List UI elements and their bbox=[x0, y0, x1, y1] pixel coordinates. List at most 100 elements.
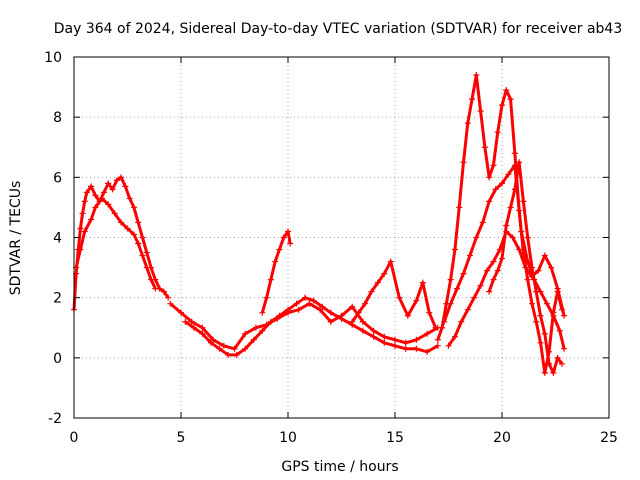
data-point bbox=[516, 246, 523, 253]
data-point bbox=[507, 96, 514, 103]
data-point bbox=[92, 204, 99, 211]
data-point bbox=[109, 186, 116, 193]
data-point bbox=[543, 300, 550, 307]
data-point bbox=[561, 312, 568, 319]
data-point bbox=[402, 345, 409, 352]
data-point bbox=[486, 174, 493, 181]
data-point bbox=[327, 309, 334, 316]
data-point bbox=[479, 219, 486, 226]
data-point bbox=[464, 120, 471, 127]
data-point bbox=[285, 228, 291, 235]
data-point bbox=[490, 258, 497, 265]
y-tick-label: 6 bbox=[53, 170, 62, 186]
series-sdtvar-c bbox=[167, 300, 441, 352]
data-point bbox=[190, 324, 197, 331]
data-point bbox=[122, 183, 129, 190]
x-tick-label: 20 bbox=[493, 430, 511, 446]
x-tick-label: 5 bbox=[177, 430, 186, 446]
series-sdtvar-b bbox=[73, 195, 159, 292]
data-point bbox=[225, 351, 232, 358]
data-point bbox=[81, 198, 88, 205]
data-point bbox=[338, 315, 345, 322]
data-point bbox=[524, 234, 531, 241]
data-point bbox=[494, 267, 501, 274]
y-tick-label: 4 bbox=[53, 231, 62, 247]
x-axis-label: GPS time / hours bbox=[281, 459, 398, 475]
data-point bbox=[349, 303, 356, 310]
y-axis-label: SDTVAR / TECUs bbox=[8, 181, 24, 296]
data-point bbox=[516, 159, 523, 166]
data-point bbox=[267, 318, 274, 325]
data-point bbox=[413, 336, 420, 343]
data-point bbox=[518, 228, 525, 235]
data-point bbox=[535, 267, 542, 274]
data-point bbox=[105, 180, 112, 187]
data-point bbox=[130, 231, 137, 238]
data-point bbox=[456, 204, 463, 211]
series-trace bbox=[442, 163, 566, 350]
data-point bbox=[319, 303, 326, 310]
data-point bbox=[499, 255, 505, 262]
data-point bbox=[113, 177, 120, 184]
data-point bbox=[160, 288, 167, 295]
data-point bbox=[130, 204, 137, 211]
data-point bbox=[139, 252, 146, 259]
data-point bbox=[424, 348, 431, 355]
data-point bbox=[242, 330, 249, 337]
y-tick-label: -2 bbox=[48, 411, 62, 427]
data-point bbox=[306, 300, 313, 307]
data-point bbox=[445, 342, 452, 349]
data-point bbox=[458, 318, 465, 325]
data-point bbox=[528, 264, 535, 271]
data-point bbox=[359, 327, 366, 334]
data-point bbox=[381, 339, 388, 346]
data-point bbox=[486, 198, 493, 205]
data-point bbox=[188, 318, 195, 325]
data-point bbox=[554, 285, 561, 292]
data-point bbox=[441, 318, 448, 325]
series-sdtvar-j bbox=[486, 159, 565, 376]
data-point bbox=[148, 276, 155, 283]
data-point bbox=[484, 267, 491, 274]
data-point bbox=[207, 339, 214, 346]
data-point bbox=[522, 264, 529, 271]
data-point bbox=[98, 195, 105, 202]
data-point bbox=[118, 219, 125, 226]
data-point bbox=[250, 336, 257, 343]
data-point bbox=[451, 246, 458, 253]
data-point bbox=[81, 228, 88, 235]
grid-lines bbox=[74, 57, 609, 418]
data-point bbox=[327, 318, 334, 325]
data-point bbox=[126, 195, 133, 202]
x-tick-label: 10 bbox=[279, 430, 297, 446]
data-point bbox=[242, 345, 249, 352]
data-point bbox=[370, 333, 377, 340]
data-point bbox=[503, 222, 510, 229]
data-point bbox=[469, 96, 476, 103]
data-point bbox=[533, 318, 540, 325]
data-point bbox=[524, 276, 531, 283]
data-point bbox=[199, 324, 206, 331]
data-point bbox=[473, 72, 480, 79]
data-point bbox=[454, 285, 461, 292]
data-point bbox=[550, 312, 557, 319]
x-tick-label: 0 bbox=[70, 430, 79, 446]
data-point bbox=[494, 129, 501, 136]
y-tick-label: 8 bbox=[53, 110, 62, 126]
series-trace bbox=[487, 160, 564, 375]
series-trace bbox=[184, 296, 439, 357]
data-point bbox=[550, 369, 557, 376]
data-point bbox=[528, 300, 535, 307]
data-point bbox=[460, 159, 467, 166]
data-point bbox=[492, 186, 499, 193]
data-point bbox=[541, 369, 548, 376]
data-point bbox=[105, 201, 112, 208]
data-point bbox=[505, 171, 512, 178]
series-trace bbox=[74, 196, 157, 290]
data-point bbox=[537, 312, 544, 319]
x-tick-label: 15 bbox=[386, 430, 404, 446]
series-trace bbox=[436, 73, 564, 375]
data-point bbox=[152, 285, 159, 292]
